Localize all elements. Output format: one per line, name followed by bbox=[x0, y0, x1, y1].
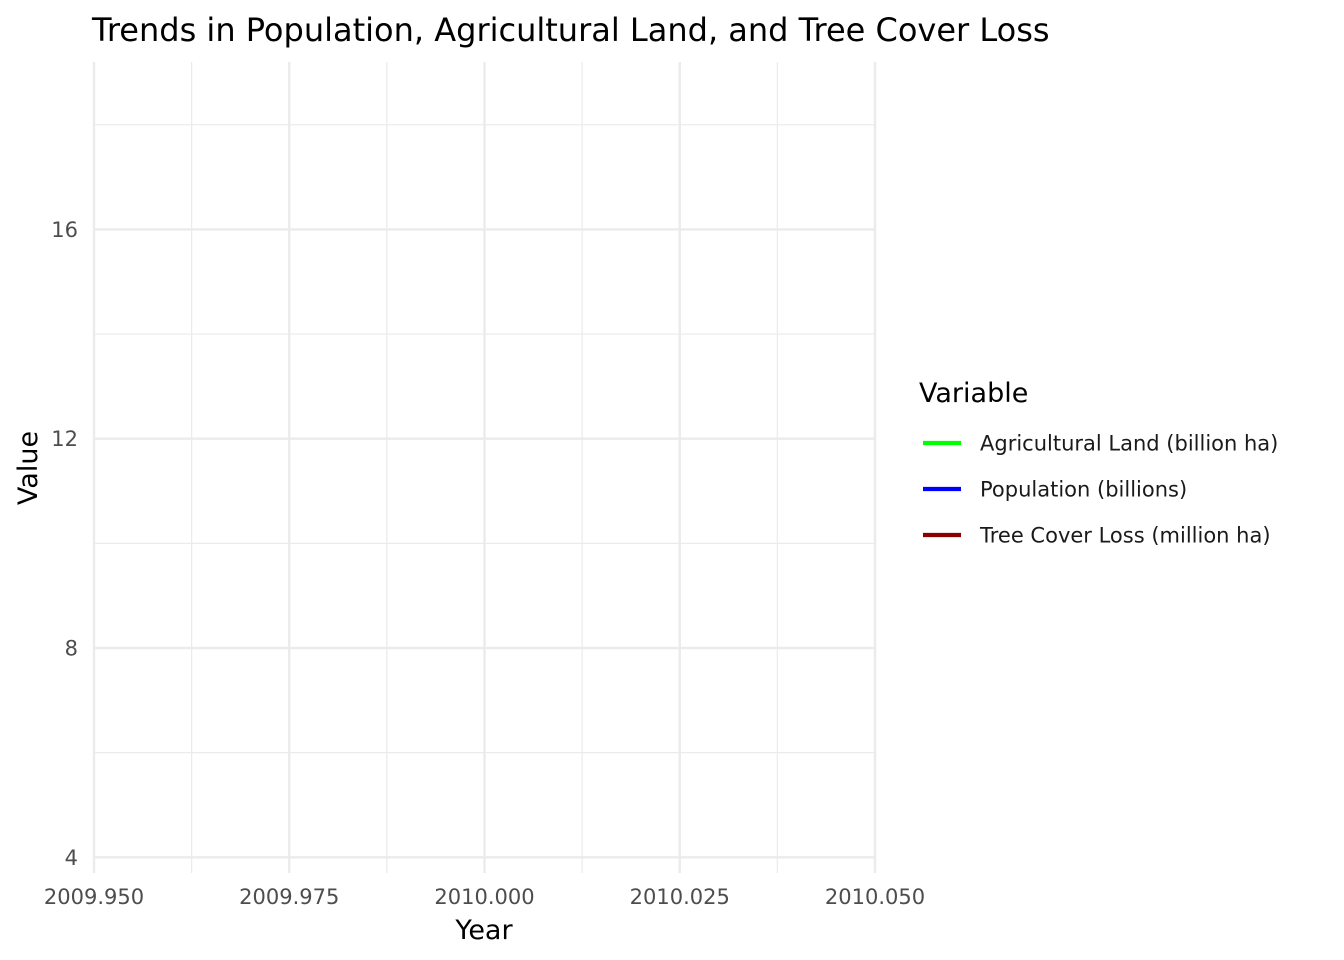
x-tick-label: 2009.975 bbox=[239, 885, 339, 909]
legend: Variable Agricultural Land (billion ha) P… bbox=[919, 378, 1278, 548]
y-axis-ticks: 4 8 12 16 bbox=[51, 218, 78, 870]
legend-title: Variable bbox=[919, 378, 1028, 409]
plot-area bbox=[92, 62, 877, 873]
legend-items: Agricultural Land (billion ha) Population… bbox=[923, 432, 1278, 548]
legend-label: Population (billions) bbox=[980, 478, 1187, 502]
y-tick-label: 12 bbox=[51, 427, 78, 451]
y-tick-label: 8 bbox=[65, 637, 78, 661]
x-axis-ticks: 2009.950 2009.975 2010.000 2010.025 2010.050 bbox=[44, 885, 925, 909]
y-tick-label: 16 bbox=[51, 218, 78, 242]
x-tick-label: 2010.000 bbox=[434, 885, 534, 909]
x-axis-title: Year bbox=[454, 915, 513, 946]
x-tick-label: 2009.950 bbox=[44, 885, 144, 909]
legend-label: Agricultural Land (billion ha) bbox=[980, 432, 1278, 456]
legend-label: Tree Cover Loss (million ha) bbox=[979, 524, 1271, 548]
x-tick-label: 2010.050 bbox=[825, 885, 925, 909]
chart-title: Trends in Population, Agricultural Land,… bbox=[91, 11, 1050, 49]
y-axis-title: Value bbox=[13, 431, 44, 505]
major-grid bbox=[92, 62, 877, 873]
x-tick-label: 2010.025 bbox=[630, 885, 730, 909]
y-tick-label: 4 bbox=[65, 846, 78, 870]
